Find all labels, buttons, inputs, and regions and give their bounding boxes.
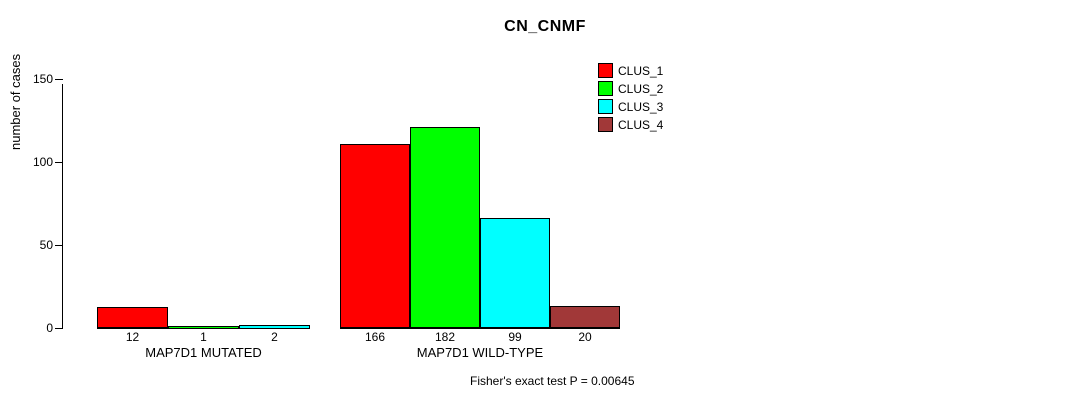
group-label-wildtype: MAP7D1 WILD-TYPE <box>340 345 620 360</box>
y-tick-label-50: 50 <box>28 238 53 252</box>
legend-item-1: CLUS_2 <box>598 80 728 97</box>
chart-title: CN_CNMF <box>0 18 1090 36</box>
y-tick-100 <box>55 162 63 163</box>
group-label-mutated: MAP7D1 MUTATED <box>97 345 310 360</box>
bar-wildtype-clus4-value: 20 <box>550 330 620 344</box>
legend-swatch-clus1 <box>598 63 613 78</box>
legend-swatch-clus4 <box>598 117 613 132</box>
y-tick-label-100: 100 <box>28 155 53 169</box>
bar-mutated-clus1[interactable] <box>97 307 168 328</box>
bar-wildtype-clus3[interactable] <box>480 218 550 328</box>
legend: CLUS_1 CLUS_2 CLUS_3 CLUS_4 <box>598 62 728 134</box>
y-tick-50 <box>55 245 63 246</box>
bar-wildtype-clus2[interactable] <box>410 127 480 328</box>
legend-swatch-clus2 <box>598 81 613 96</box>
legend-label-clus1: CLUS_1 <box>618 64 663 78</box>
bar-mutated-clus3-value: 2 <box>239 330 310 344</box>
legend-swatch-clus3 <box>598 99 613 114</box>
x-axis-line-mutated <box>97 328 310 329</box>
legend-label-clus4: CLUS_4 <box>618 118 663 132</box>
legend-label-clus3: CLUS_3 <box>618 100 663 114</box>
bar-wildtype-clus1-value: 166 <box>340 330 410 344</box>
bar-mutated-clus1-value: 12 <box>97 330 168 344</box>
y-tick-label-150: 150 <box>28 72 53 86</box>
bar-mutated-clus2[interactable] <box>168 326 239 328</box>
bar-wildtype-clus3-value: 99 <box>480 330 550 344</box>
y-tick-label-0: 0 <box>28 321 53 335</box>
x-axis-line-wildtype <box>340 328 620 329</box>
y-axis-line <box>62 84 63 328</box>
legend-label-clus2: CLUS_2 <box>618 82 663 96</box>
y-axis-label: number of cases <box>8 0 23 150</box>
legend-item-3: CLUS_4 <box>598 116 728 133</box>
y-tick-150 <box>55 79 63 80</box>
footnote-text: Fisher's exact test P = 0.00645 <box>470 374 635 388</box>
bar-chart-container: CN_CNMF number of cases 0 50 100 150 12 … <box>0 0 1090 400</box>
bar-mutated-clus2-value: 1 <box>168 330 239 344</box>
bar-wildtype-clus4[interactable] <box>550 306 620 328</box>
bar-wildtype-clus1[interactable] <box>340 144 410 328</box>
legend-item-2: CLUS_3 <box>598 98 728 115</box>
legend-item-0: CLUS_1 <box>598 62 728 79</box>
bar-wildtype-clus2-value: 182 <box>410 330 480 344</box>
bar-mutated-clus3[interactable] <box>239 325 310 328</box>
y-tick-0 <box>55 328 63 329</box>
